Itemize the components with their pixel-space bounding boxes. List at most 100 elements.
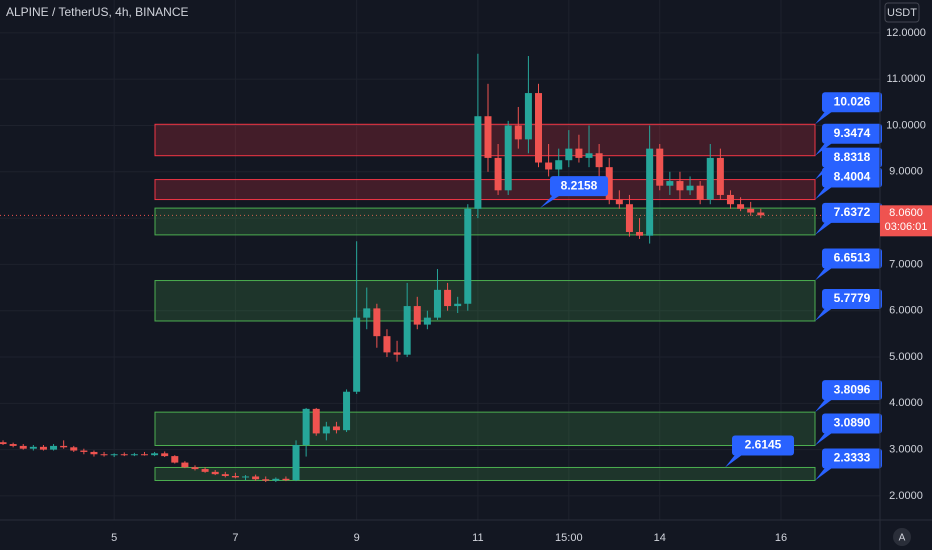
candle-body bbox=[474, 116, 482, 209]
callout-marker bbox=[815, 431, 834, 446]
callout-box bbox=[822, 380, 882, 401]
x-tick-label: 11 bbox=[472, 532, 483, 544]
currency-button[interactable] bbox=[884, 2, 920, 23]
candle-body bbox=[60, 445, 68, 448]
callout-box bbox=[822, 288, 882, 309]
candle-body bbox=[312, 408, 320, 434]
countdown-label: 03:06:01 bbox=[885, 221, 928, 233]
auto-scale-button[interactable] bbox=[893, 528, 911, 546]
y-tick-label: 12.0000 bbox=[886, 27, 926, 39]
candle-body bbox=[605, 167, 613, 200]
candle-body bbox=[39, 446, 47, 450]
candle-body bbox=[535, 93, 543, 163]
candle-body bbox=[90, 451, 98, 455]
candle-body bbox=[666, 181, 674, 186]
candle-body bbox=[615, 199, 623, 205]
candle-body bbox=[363, 308, 371, 318]
candle-body bbox=[181, 462, 189, 468]
candle-body bbox=[444, 289, 452, 307]
candle-body bbox=[70, 447, 78, 451]
candle-body bbox=[171, 456, 179, 463]
callout-marker bbox=[815, 466, 834, 481]
candle-body bbox=[292, 444, 300, 481]
x-tick-label: 9 bbox=[354, 532, 360, 544]
callout-marker bbox=[725, 453, 744, 468]
callout-marker bbox=[815, 185, 834, 200]
candle-body bbox=[676, 181, 684, 191]
candle-body bbox=[151, 453, 159, 456]
candle-body bbox=[696, 185, 704, 200]
candle-body bbox=[19, 445, 27, 449]
auto-scale-label[interactable]: A bbox=[899, 533, 906, 544]
y-tick-label: 11.0000 bbox=[887, 73, 926, 85]
candle-body bbox=[0, 442, 7, 445]
y-tick-label: 10.0000 bbox=[886, 119, 926, 131]
candle-body bbox=[585, 153, 593, 158]
candle-body bbox=[191, 467, 199, 470]
candle-body bbox=[353, 317, 361, 392]
candle-body bbox=[433, 289, 441, 318]
candle-body bbox=[706, 157, 714, 200]
callout-box bbox=[822, 92, 882, 113]
candle-body bbox=[100, 454, 108, 456]
x-tick-label: 14 bbox=[654, 532, 666, 544]
callout-label: 9.3474 bbox=[834, 126, 871, 140]
x-tick-label: 15:00 bbox=[555, 532, 583, 544]
candle-body bbox=[231, 476, 239, 478]
candle-body bbox=[120, 454, 128, 456]
last-price-tag bbox=[880, 205, 932, 237]
callout-box bbox=[822, 123, 882, 144]
candle-body bbox=[393, 352, 401, 355]
callout-marker bbox=[540, 194, 562, 209]
callout-label: 8.4004 bbox=[834, 170, 871, 184]
x-tick-label: 16 bbox=[775, 532, 787, 544]
y-tick-label: 6.0000 bbox=[889, 305, 923, 317]
callout-label: 2.6145 bbox=[745, 438, 782, 452]
callout-label: 5.7779 bbox=[834, 291, 871, 305]
zone bbox=[154, 411, 816, 446]
candle-body bbox=[50, 445, 58, 450]
candle-body bbox=[514, 125, 522, 140]
callout-label: 3.0890 bbox=[834, 416, 871, 430]
candle-body bbox=[565, 148, 573, 161]
candle-body bbox=[332, 426, 340, 431]
candle-body bbox=[242, 476, 250, 478]
last-price-label: 8.0600 bbox=[889, 207, 923, 219]
candle-body bbox=[211, 471, 219, 475]
candle-body bbox=[252, 476, 260, 480]
callout-label: 7.6372 bbox=[834, 205, 871, 219]
callout-box bbox=[732, 435, 794, 456]
y-tick-label: 5.0000 bbox=[889, 351, 923, 363]
candle-body bbox=[282, 478, 290, 481]
candle-body bbox=[575, 148, 583, 158]
candle-body bbox=[343, 391, 351, 431]
candle-body bbox=[636, 231, 644, 236]
candle-body bbox=[737, 204, 745, 209]
callout-box bbox=[822, 202, 882, 223]
callout-marker bbox=[815, 398, 834, 413]
candle-body bbox=[140, 454, 148, 456]
callout-box bbox=[550, 176, 608, 197]
candle-body bbox=[716, 157, 724, 195]
callout-box bbox=[822, 448, 882, 469]
zone bbox=[154, 280, 816, 322]
callout-box bbox=[822, 413, 882, 434]
candle-body bbox=[555, 160, 563, 170]
currency-label[interactable]: USDT bbox=[887, 7, 917, 19]
candle-body bbox=[454, 303, 462, 307]
y-tick-label: 2.0000 bbox=[889, 490, 923, 502]
candle-body bbox=[726, 194, 734, 205]
candle-body bbox=[322, 426, 330, 434]
candle-body bbox=[272, 478, 280, 481]
candle-body bbox=[484, 116, 492, 158]
callout-label: 8.8318 bbox=[834, 150, 871, 164]
callout-marker bbox=[815, 266, 834, 281]
candle-body bbox=[625, 204, 633, 232]
candle-body bbox=[423, 317, 431, 325]
candle-body bbox=[494, 157, 502, 191]
candle-body bbox=[262, 479, 270, 481]
candle-body bbox=[201, 469, 209, 472]
callout-box bbox=[822, 147, 882, 168]
candle-body bbox=[130, 454, 138, 456]
